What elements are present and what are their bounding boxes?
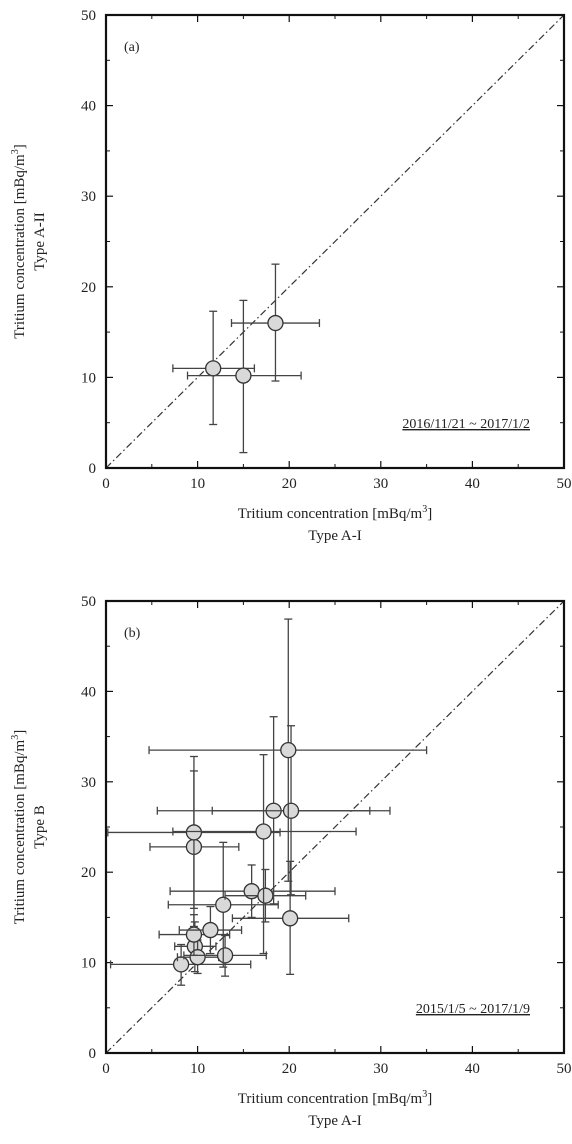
y-tick-label: 20: [81, 280, 96, 296]
data-point: [169, 864, 336, 919]
x-tick-label: 50: [557, 1061, 572, 1077]
reference-line: [105, 600, 565, 1054]
y-tick-label: 10: [81, 956, 96, 972]
point-marker: [281, 910, 299, 927]
y-tick-label: 30: [81, 189, 96, 205]
data-point: [231, 860, 350, 976]
x-tick-label: 0: [102, 476, 110, 492]
y-tick-label: 0: [89, 1046, 97, 1062]
data-point: [172, 754, 357, 955]
data-point: [107, 755, 281, 910]
y-axis-sublabel: Type B: [32, 805, 48, 849]
data-point: [158, 914, 231, 957]
x-tick-label: 20: [282, 1061, 297, 1077]
data-point: [167, 841, 279, 968]
y-tick-label: 20: [81, 865, 96, 881]
reference-line: [105, 14, 565, 469]
x-tick-label: 20: [282, 476, 297, 492]
point-marker: [282, 802, 300, 819]
x-tick-label: 50: [557, 476, 572, 492]
point-marker: [257, 887, 274, 904]
y-axis-sublabel: Type A-II: [32, 212, 48, 271]
x-tick-label: 30: [373, 1061, 388, 1077]
chart-panel-2: 0 10 20 30 40 50 0 10 20 30 40 50 (b) 2015/1/5 ~ 2017…: [10, 594, 572, 1129]
x-axis-sublabel: Type A-I: [308, 528, 362, 544]
point-marker: [215, 896, 232, 913]
y-axis-label: Tritium concentration [mBq/m3]: [10, 730, 28, 924]
y-tick-label: 50: [81, 594, 96, 610]
panel-label: (b): [124, 626, 141, 641]
panel-label: (a): [124, 40, 140, 55]
y-axis-label: Tritium concentration [mBq/m3]: [10, 144, 28, 338]
date-range-label: 2015/1/5 ~ 2017/1/9: [416, 1002, 530, 1017]
x-axis-label: Tritium concentration [mBq/m3]: [238, 1089, 432, 1107]
x-axis-sublabel: Type A-I: [308, 1113, 362, 1129]
point-marker: [189, 949, 206, 966]
data-point: [224, 868, 307, 923]
point-marker: [243, 883, 260, 900]
plot-frame: [104, 13, 566, 470]
data-point: [186, 299, 302, 454]
x-axis-label: Tritium concentration [mBq/m3]: [238, 504, 432, 522]
point-marker: [172, 956, 190, 973]
plot-frame: [104, 599, 566, 1055]
y-tick-label: 40: [81, 99, 96, 115]
point-marker: [216, 947, 234, 964]
y-tick-label: 0: [89, 461, 97, 477]
y-tick-label: 10: [81, 370, 96, 386]
x-tick-label: 40: [465, 1061, 480, 1077]
x-tick-label: 0: [102, 1061, 110, 1077]
y-tick-label: 40: [81, 684, 96, 700]
point-marker: [185, 926, 203, 943]
y-tick-label: 50: [81, 8, 96, 24]
x-tick-label: 10: [190, 476, 205, 492]
data-point: [183, 934, 267, 977]
x-tick-label: 40: [465, 476, 480, 492]
x-tick-label: 10: [190, 1061, 205, 1077]
point-marker: [235, 367, 252, 384]
data-point: [178, 905, 243, 955]
date-range-label: 2016/11/21 ~ 2017/1/2: [402, 417, 530, 432]
x-tick-label: 30: [373, 476, 388, 492]
data-point: [148, 618, 428, 882]
point-marker: [202, 921, 219, 939]
point-marker: [267, 314, 284, 332]
point-marker: [280, 742, 297, 759]
chart-panel-1: 0 10 20 30 40 50 0 10 20 30 40 50 (a) 2016/11/21 ~ 20…: [10, 8, 572, 544]
data-point: [230, 263, 321, 382]
y-tick-label: 30: [81, 775, 96, 791]
point-marker: [185, 824, 203, 841]
point-marker: [205, 360, 222, 377]
point-marker: [255, 823, 272, 840]
